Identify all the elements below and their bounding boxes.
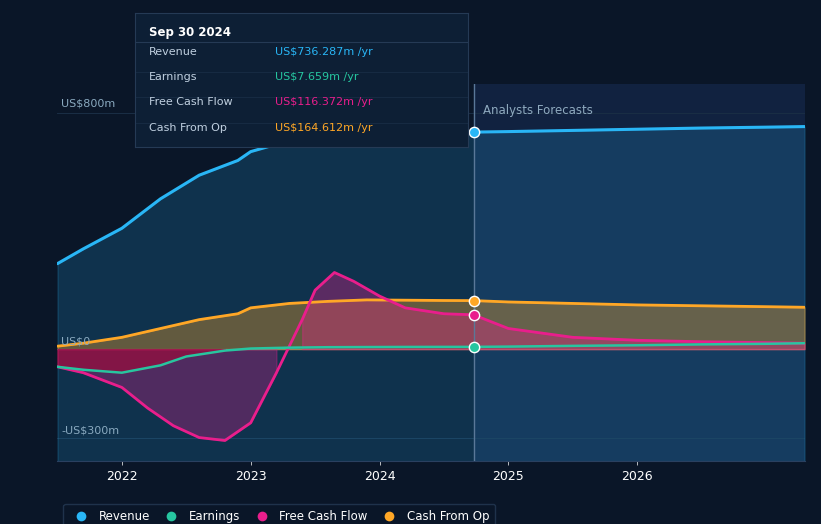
Text: US$164.612m /yr: US$164.612m /yr bbox=[275, 123, 373, 133]
Text: US$7.659m /yr: US$7.659m /yr bbox=[275, 72, 359, 82]
Point bbox=[467, 297, 480, 305]
Text: Cash From Op: Cash From Op bbox=[149, 123, 227, 133]
Text: Past: Past bbox=[445, 104, 470, 117]
Bar bbox=[474, 84, 805, 461]
Legend: Revenue, Earnings, Free Cash Flow, Cash From Op: Revenue, Earnings, Free Cash Flow, Cash … bbox=[63, 504, 495, 524]
Text: Analysts Forecasts: Analysts Forecasts bbox=[483, 104, 593, 117]
Text: Sep 30 2024: Sep 30 2024 bbox=[149, 26, 231, 39]
Point bbox=[467, 311, 480, 319]
Text: Free Cash Flow: Free Cash Flow bbox=[149, 97, 232, 107]
Text: US$736.287m /yr: US$736.287m /yr bbox=[275, 47, 373, 57]
Point bbox=[467, 128, 480, 136]
Text: US$116.372m /yr: US$116.372m /yr bbox=[275, 97, 373, 107]
Text: Earnings: Earnings bbox=[149, 72, 197, 82]
Text: -US$300m: -US$300m bbox=[62, 425, 120, 435]
Text: US$800m: US$800m bbox=[62, 99, 116, 109]
Point bbox=[467, 343, 480, 351]
Text: Revenue: Revenue bbox=[149, 47, 198, 57]
Text: US$0: US$0 bbox=[62, 337, 90, 347]
